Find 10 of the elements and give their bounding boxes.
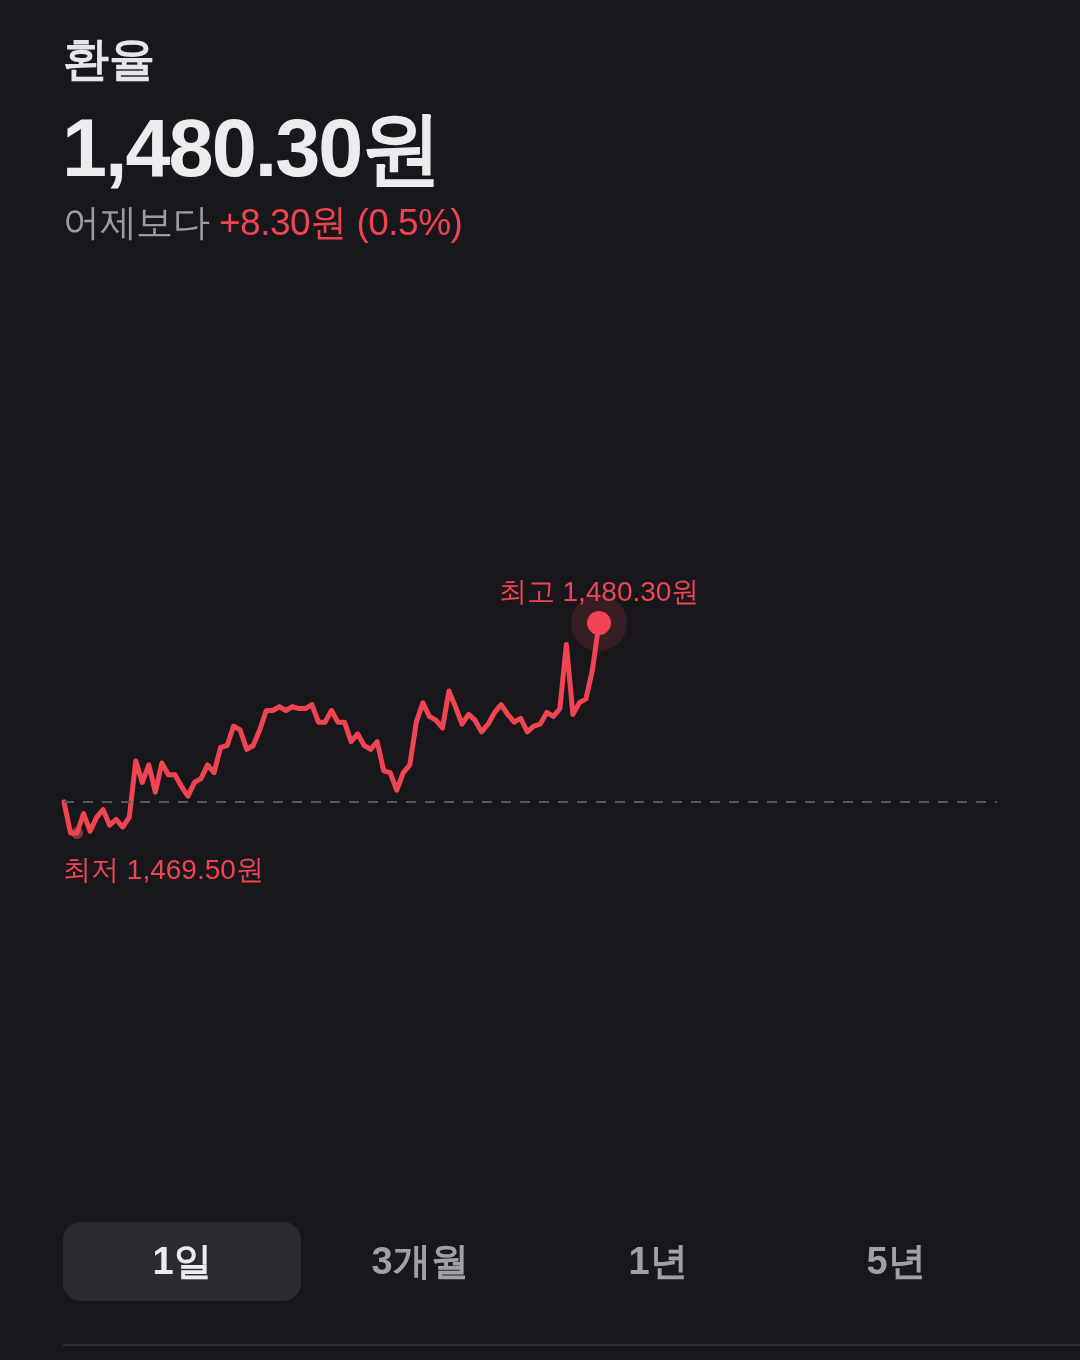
text: 1일 bbox=[152, 1239, 212, 1284]
data-label: 최저 1,469.50원 bbox=[63, 853, 264, 885]
text: 3개월 bbox=[371, 1239, 469, 1284]
chart-subtitle: 1,480.30원 bbox=[62, 103, 441, 193]
data-label: 최고 1,480.30원 bbox=[498, 575, 700, 607]
text: 1년 bbox=[628, 1239, 688, 1284]
text: +8.30원 (0.5%) bbox=[219, 202, 463, 243]
chart-title: 환율 bbox=[63, 33, 155, 85]
text: 5년 bbox=[866, 1239, 926, 1284]
text: 어제보다 bbox=[63, 202, 209, 243]
